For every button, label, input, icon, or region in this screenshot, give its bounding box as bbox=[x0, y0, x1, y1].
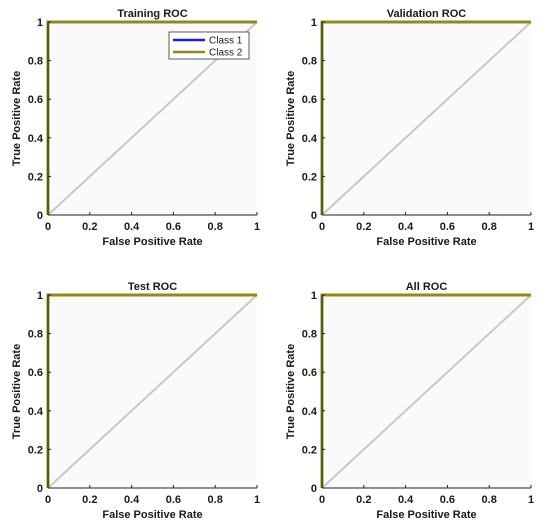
chart-title: All ROC bbox=[406, 281, 448, 293]
x-tick-label: 0 bbox=[319, 221, 325, 233]
y-tick-label: 0 bbox=[311, 210, 317, 222]
reference-diagonal-line bbox=[321, 294, 532, 489]
legend-box bbox=[168, 31, 250, 60]
y-tick-label: 1 bbox=[37, 290, 43, 302]
y-tick-label: 1 bbox=[311, 290, 317, 302]
x-tick-label: 0 bbox=[45, 221, 51, 233]
y-tick-label: 0.8 bbox=[28, 329, 43, 341]
y-tick-label: 1 bbox=[311, 17, 317, 29]
y-tick-label: 0.4 bbox=[302, 406, 318, 418]
x-tick-label: 1 bbox=[528, 221, 534, 233]
x-tick-label: 0.2 bbox=[82, 494, 97, 506]
x-tick-label: 0.4 bbox=[398, 221, 414, 233]
y-tick-label: 1 bbox=[37, 17, 43, 29]
x-tick-label: 0.6 bbox=[440, 221, 455, 233]
y-tick-label: 0 bbox=[37, 483, 43, 495]
reference-diagonal-line bbox=[47, 294, 258, 489]
x-tick-label: 0.8 bbox=[208, 494, 223, 506]
x-tick-label: 0 bbox=[319, 494, 325, 506]
x-tick-label: 0.8 bbox=[482, 221, 497, 233]
y-tick-label: 0.6 bbox=[28, 367, 43, 379]
y-tick-label: 0.4 bbox=[302, 133, 318, 145]
x-axis-label: False Positive Rate bbox=[102, 509, 202, 521]
roc-panel-2: Validation ROC 0 0.2 0.4 0.6 0.8 1 0 0.2 0.4 0.6 0.… bbox=[285, 8, 534, 248]
roc-panel-1: Training ROC 0 0.2 0.4 0.6 0.8 1 0 0.2 0.4 0.6 0.8 1… bbox=[11, 8, 260, 248]
y-tick-label: 0.2 bbox=[28, 444, 43, 456]
x-tick-label: 0.2 bbox=[356, 494, 371, 506]
x-tick-label: 1 bbox=[254, 221, 260, 233]
y-tick-label: 0 bbox=[311, 483, 317, 495]
x-tick-label: 0.8 bbox=[208, 221, 223, 233]
y-tick-label: 0.6 bbox=[302, 94, 317, 106]
legend-label-class-1: Class 1 bbox=[209, 36, 243, 47]
x-tick-label: 1 bbox=[528, 494, 534, 506]
x-axis-label: False Positive Rate bbox=[102, 236, 202, 248]
y-tick-label: 0.4 bbox=[28, 133, 44, 145]
chart-title: Test ROC bbox=[128, 281, 177, 293]
y-tick-label: 0.2 bbox=[28, 171, 43, 183]
roc-panel-4: All ROC 0 0.2 0.4 0.6 0.8 1 0 0.2 0.4 0.6 0.8 1 False… bbox=[285, 281, 534, 521]
chart-title: Validation ROC bbox=[387, 8, 467, 20]
y-axis-label: True Positive Rate bbox=[11, 71, 23, 166]
y-tick-label: 0.4 bbox=[28, 406, 44, 418]
x-tick-label: 0.4 bbox=[124, 494, 140, 506]
y-tick-label: 0.8 bbox=[302, 56, 317, 68]
y-tick-label: 0.6 bbox=[302, 367, 317, 379]
y-axis-label: True Positive Rate bbox=[11, 344, 23, 439]
x-tick-label: 0.2 bbox=[356, 221, 371, 233]
y-tick-label: 0.2 bbox=[302, 444, 317, 456]
x-tick-label: 0.6 bbox=[166, 221, 181, 233]
x-tick-label: 0.8 bbox=[482, 494, 497, 506]
y-tick-label: 0.6 bbox=[28, 94, 43, 106]
y-tick-label: 0 bbox=[37, 210, 43, 222]
y-axis-label: True Positive Rate bbox=[285, 344, 297, 439]
reference-diagonal-line bbox=[321, 21, 532, 216]
x-tick-label: 0 bbox=[45, 494, 51, 506]
y-axis-label: True Positive Rate bbox=[285, 71, 297, 166]
x-tick-label: 1 bbox=[254, 494, 260, 506]
x-tick-label: 0.6 bbox=[166, 494, 181, 506]
x-tick-label: 0.2 bbox=[82, 221, 97, 233]
legend-label-class-2: Class 2 bbox=[209, 48, 243, 59]
x-tick-label: 0.6 bbox=[440, 494, 455, 506]
x-tick-label: 0.4 bbox=[398, 494, 414, 506]
y-tick-label: 0.2 bbox=[302, 171, 317, 183]
y-tick-label: 0.8 bbox=[302, 329, 317, 341]
x-axis-label: False Positive Rate bbox=[376, 236, 476, 248]
x-axis-label: False Positive Rate bbox=[376, 509, 476, 521]
roc-panel-3: Test ROC 0 0.2 0.4 0.6 0.8 1 0 0.2 0.4 0.6 0.8 1 Fals… bbox=[11, 281, 260, 521]
y-tick-label: 0.8 bbox=[28, 56, 43, 68]
x-tick-label: 0.4 bbox=[124, 221, 140, 233]
chart-title: Training ROC bbox=[117, 8, 187, 20]
